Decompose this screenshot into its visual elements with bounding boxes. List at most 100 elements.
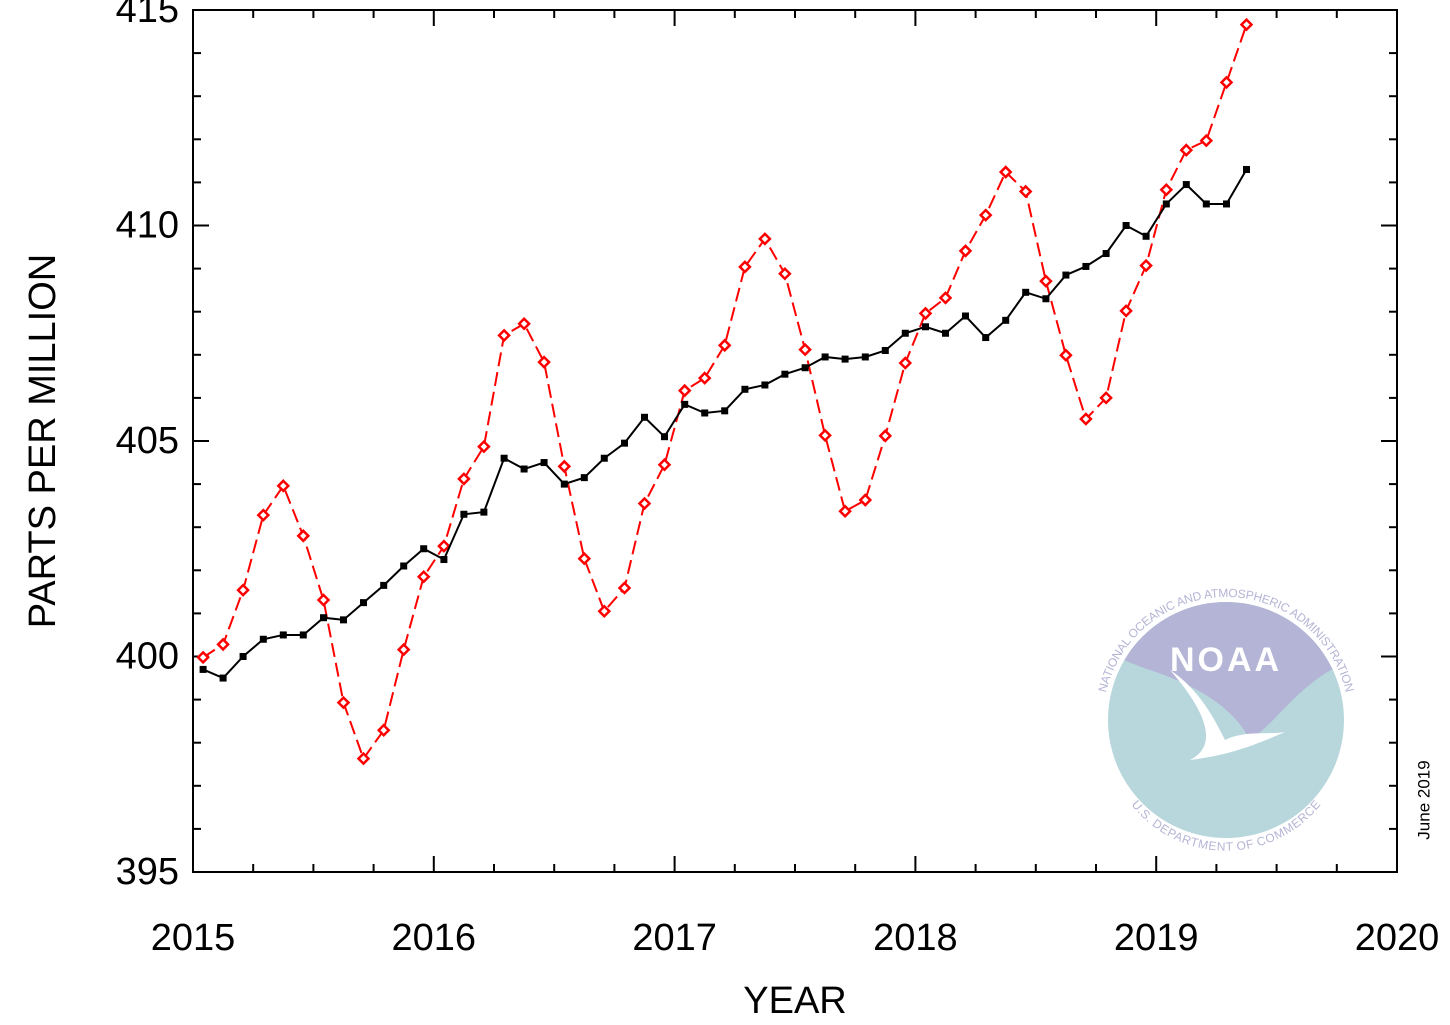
point <box>520 465 528 473</box>
point <box>982 334 990 342</box>
point <box>296 529 311 543</box>
point <box>256 508 271 522</box>
point <box>199 665 207 673</box>
point <box>580 474 588 482</box>
point <box>1243 165 1250 173</box>
point <box>600 454 608 462</box>
point <box>738 260 752 274</box>
point <box>838 504 852 519</box>
x-tick-label: 2015 <box>151 917 236 959</box>
point <box>196 650 210 665</box>
point <box>400 562 408 570</box>
point <box>279 631 287 639</box>
point <box>958 244 973 258</box>
point <box>1018 184 1033 199</box>
point <box>861 353 869 361</box>
point <box>299 631 307 639</box>
point <box>697 371 712 385</box>
point <box>637 496 652 511</box>
y-tick-label: 415 <box>116 0 179 31</box>
series-line <box>202 168 1248 680</box>
point <box>517 317 531 331</box>
point <box>1042 295 1050 303</box>
point <box>1162 200 1170 208</box>
point <box>1239 17 1254 32</box>
point <box>660 433 668 441</box>
point <box>380 581 388 589</box>
point <box>898 356 913 370</box>
point <box>717 338 732 353</box>
point <box>336 695 351 710</box>
point <box>356 751 371 766</box>
point <box>460 510 468 518</box>
x-tick-label: 2019 <box>1114 917 1199 959</box>
point <box>798 342 812 357</box>
point <box>818 428 832 443</box>
point <box>758 232 772 246</box>
y-tick-label: 395 <box>116 851 179 893</box>
y-tick-label: 405 <box>116 420 179 462</box>
y-tick-label: 410 <box>116 205 179 247</box>
point <box>376 723 391 737</box>
point <box>396 642 411 657</box>
point <box>1102 250 1110 258</box>
point <box>239 653 247 660</box>
point <box>978 208 993 222</box>
point <box>577 551 592 566</box>
point <box>942 329 949 337</box>
point <box>1119 304 1133 318</box>
point <box>1142 232 1150 240</box>
point <box>998 165 1013 179</box>
point <box>918 306 933 321</box>
point <box>437 539 451 553</box>
point <box>841 355 849 363</box>
point <box>881 346 889 354</box>
point <box>901 329 909 337</box>
point <box>537 355 551 369</box>
point <box>1159 182 1174 197</box>
point <box>1219 75 1234 90</box>
point <box>216 637 230 652</box>
point <box>259 635 267 643</box>
point <box>781 370 789 378</box>
point <box>497 328 511 343</box>
logo-name: NOAA <box>1170 641 1282 679</box>
point <box>320 614 328 622</box>
x-axis-label: YEAR <box>743 980 846 1022</box>
point <box>1199 133 1214 148</box>
point <box>701 409 709 417</box>
date-annotation: June 2019 <box>1414 760 1433 839</box>
point <box>922 323 930 331</box>
point <box>597 604 612 619</box>
point <box>1139 258 1153 273</box>
point <box>340 616 347 624</box>
series-line <box>202 24 1248 761</box>
point <box>657 457 672 472</box>
point <box>1099 391 1113 405</box>
point <box>540 459 548 467</box>
point <box>480 508 488 516</box>
point <box>641 413 648 421</box>
point <box>359 599 367 607</box>
point <box>961 312 969 320</box>
point <box>681 400 689 408</box>
point <box>440 556 448 564</box>
point <box>1059 348 1073 362</box>
point <box>801 364 809 372</box>
point <box>420 545 428 553</box>
x-tick-label: 2020 <box>1355 917 1440 959</box>
point <box>219 674 227 682</box>
point <box>1022 288 1030 296</box>
point <box>1082 262 1090 270</box>
point <box>316 593 331 607</box>
point <box>560 480 568 488</box>
point <box>1122 222 1130 229</box>
point <box>557 459 572 474</box>
point <box>1202 200 1210 208</box>
point <box>677 383 692 398</box>
point <box>276 479 291 493</box>
x-tick-label: 2018 <box>873 917 958 959</box>
point <box>457 472 471 486</box>
point <box>938 291 953 305</box>
point <box>821 353 829 361</box>
